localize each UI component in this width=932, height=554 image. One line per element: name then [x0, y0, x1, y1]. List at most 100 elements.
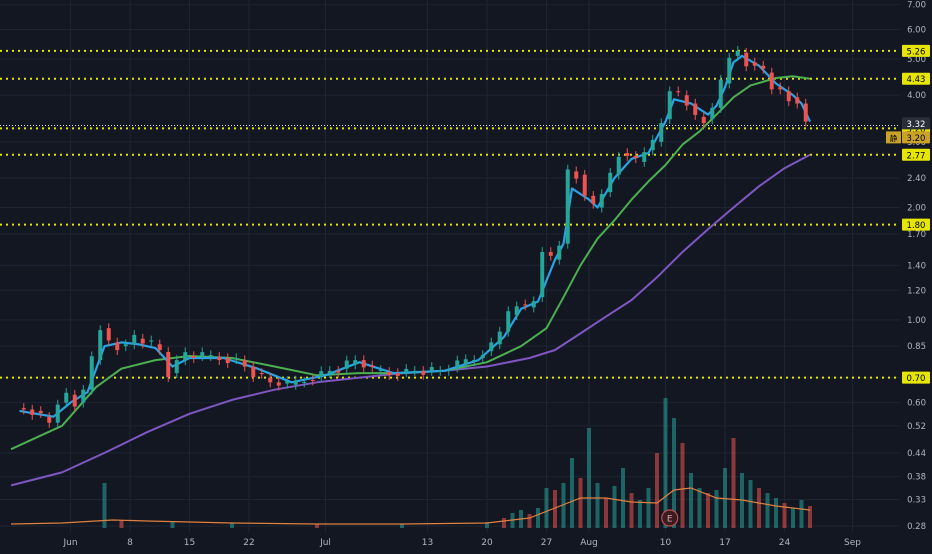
candle-body: [429, 367, 434, 371]
candle-body: [336, 370, 341, 373]
level-tag-text: 1.80: [907, 221, 926, 231]
volume-bar: [400, 524, 404, 528]
volume-bar: [638, 500, 642, 528]
level-tag-box: [902, 218, 930, 231]
volume-bar: [587, 428, 591, 528]
volume-bar: [808, 506, 812, 528]
level-price-tag[interactable]: 0.70: [902, 371, 930, 385]
candle-body: [191, 356, 196, 358]
volume-bar: [757, 488, 761, 528]
candle-body: [395, 373, 400, 376]
candle-body: [752, 62, 757, 66]
candle-body: [149, 340, 154, 342]
candle-body: [174, 360, 179, 374]
y-tick-label: 2.00: [907, 204, 926, 214]
x-tick-label: 13: [422, 538, 433, 548]
candle-body: [81, 389, 86, 403]
volume-bar: [646, 488, 651, 528]
candle-body: [591, 195, 596, 204]
y-tick-label: 7.00: [907, 1, 926, 11]
candle-body: [251, 366, 256, 378]
candle-body: [344, 360, 349, 369]
volume-bar: [748, 480, 753, 528]
x-tick-label: Jul: [319, 538, 331, 548]
candle-body: [208, 355, 213, 357]
y-tick-label: 0.60: [907, 399, 926, 409]
candle-body: [200, 352, 205, 357]
level-price-tag[interactable]: 2.77: [902, 148, 930, 162]
level-tag-box: [902, 72, 930, 85]
volume-bar: [119, 520, 124, 528]
x-tick-label: 22: [243, 538, 254, 548]
y-tick-label: 1.70: [907, 230, 926, 240]
candle-body: [55, 404, 60, 423]
x-axis: Jun 8 15 22 Jul 13 20 27 Aug 10 17 24 Sep: [62, 538, 861, 548]
volume-bar: [578, 478, 583, 528]
candle-body: [608, 172, 613, 193]
level-price-tag[interactable]: 5.26: [902, 44, 930, 58]
level-tag-text: 3.26: [907, 125, 926, 135]
earnings-event-marker[interactable]: E: [661, 509, 679, 527]
candle-body: [463, 359, 468, 365]
volume-bar: [536, 508, 540, 528]
candle-body: [166, 352, 171, 378]
level-tag-box: [902, 371, 930, 384]
level-price-tag[interactable]: 1.80: [902, 218, 930, 232]
candle-body: [217, 357, 222, 361]
candle-body: [21, 408, 26, 410]
candle-body: [803, 103, 808, 122]
event-markers[interactable]: E: [661, 509, 679, 527]
candle-body: [633, 155, 638, 159]
x-tick-label: 24: [779, 538, 791, 548]
volume-bar: [527, 514, 532, 528]
x-tick-label: 10: [660, 538, 672, 548]
candle-body: [259, 373, 264, 375]
y-axis[interactable]: 7.006.005.004.003.002.402.001.701.401.20…: [886, 0, 932, 550]
candle-body: [582, 174, 587, 196]
volume-bar: [782, 503, 787, 528]
level-tag-box: [902, 148, 930, 161]
price-tag-box: [902, 117, 930, 130]
y-tick-label: 1.20: [907, 286, 926, 296]
candle-body: [744, 52, 749, 67]
candles: [21, 46, 808, 428]
level-tag-box: [902, 44, 930, 57]
volume-bar: [689, 473, 693, 528]
candle-body: [497, 331, 502, 345]
volume-bar: [706, 493, 710, 528]
y-tick-label: 6.00: [907, 26, 926, 36]
candle-body: [506, 311, 511, 332]
volume-bar: [672, 418, 676, 528]
candle-body: [140, 338, 145, 344]
y-tick-label: 0.85: [907, 342, 926, 352]
candle-body: [786, 91, 791, 102]
candle-body: [285, 380, 290, 384]
volume-bar: [170, 522, 175, 528]
candle-body: [480, 355, 485, 359]
earnings-event-circle[interactable]: [661, 509, 679, 527]
y-tick-label: 0.28: [907, 522, 926, 532]
x-tick-label: Aug: [580, 538, 598, 548]
ema-slow-line: [10, 153, 811, 487]
volume-bar: [723, 468, 727, 528]
candle-body: [157, 344, 162, 351]
candle-body: [616, 156, 621, 175]
x-tick-label: 17: [719, 538, 730, 548]
prev-close-tag[interactable]: 静 3.20: [886, 131, 930, 144]
price-tag-text: 3.32: [907, 120, 926, 130]
volume-bar: [621, 468, 625, 528]
candle-body: [132, 334, 137, 345]
candle-body: [795, 97, 800, 104]
level-price-tag[interactable]: 4.43: [902, 72, 930, 86]
volume-bar: [561, 483, 566, 528]
volume-bar: [595, 483, 600, 528]
y-tick-label: 4.00: [907, 91, 926, 101]
candle-body: [489, 342, 494, 352]
candle-body: [30, 409, 35, 415]
candle-body: [684, 95, 689, 106]
last-price-tag[interactable]: 3.32: [902, 117, 930, 130]
volume-bar: [544, 488, 549, 528]
level-lines: [0, 49, 900, 379]
